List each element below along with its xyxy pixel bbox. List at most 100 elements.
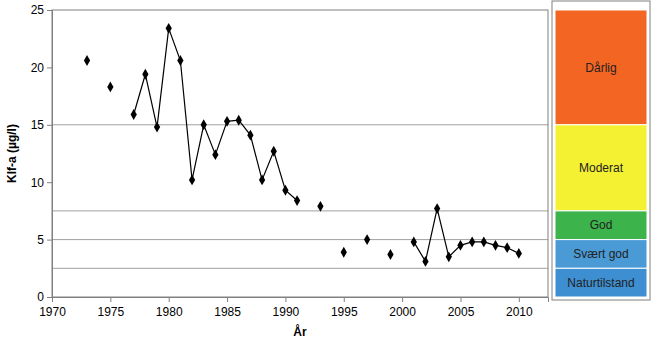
x-tick: 1980 bbox=[156, 297, 183, 319]
y-tick-mark bbox=[47, 67, 52, 68]
chart: 1970 1975 1980 1985 1990 1995 2000 2005 2010 0 5 10… bbox=[0, 0, 652, 346]
data-point bbox=[446, 251, 452, 262]
data-point bbox=[457, 240, 463, 251]
x-tick-label: 2000 bbox=[389, 305, 416, 319]
x-axis-line bbox=[53, 298, 549, 303]
x-tick: 2005 bbox=[448, 297, 475, 319]
y-tick: 5 bbox=[37, 233, 52, 247]
x-tick-label: 1995 bbox=[331, 305, 358, 319]
class-band bbox=[555, 125, 647, 211]
y-axis-line bbox=[47, 11, 53, 298]
x-tick: 1975 bbox=[98, 297, 125, 319]
y-tick-label: 20 bbox=[31, 61, 45, 75]
data-point bbox=[504, 242, 510, 253]
x-tick-label: 1970 bbox=[39, 305, 66, 319]
data-point bbox=[422, 256, 428, 267]
data-point bbox=[189, 174, 195, 185]
x-tick-label: 1990 bbox=[273, 305, 300, 319]
y-axis-title: Klf-a (µg/l) bbox=[5, 124, 19, 183]
y-tick-label: 25 bbox=[31, 3, 45, 17]
x-tick-label: 2010 bbox=[506, 305, 533, 319]
x-tick-mark bbox=[110, 297, 111, 302]
y-tick-mark bbox=[47, 125, 52, 126]
data-point bbox=[166, 23, 172, 34]
x-tick-mark bbox=[519, 297, 520, 302]
y-tick-mark bbox=[47, 297, 52, 298]
x-tick-label: 1980 bbox=[156, 305, 183, 319]
x-tick-mark bbox=[402, 297, 403, 302]
x-tick: 2000 bbox=[389, 297, 416, 319]
y-tick-label: 5 bbox=[37, 233, 44, 247]
x-tick-mark bbox=[227, 297, 228, 302]
data-point bbox=[294, 195, 300, 206]
class-band bbox=[555, 268, 647, 297]
x-tick: 1990 bbox=[273, 297, 300, 319]
y-tick-mark bbox=[47, 182, 52, 183]
data-point bbox=[469, 236, 475, 247]
y-tick: 20 bbox=[31, 61, 52, 75]
x-tick-mark bbox=[460, 297, 461, 302]
y-tick-label: 0 bbox=[37, 290, 44, 304]
data-point bbox=[282, 185, 288, 196]
x-axis: 1970 1975 1980 1985 1990 1995 2000 2005 2010 bbox=[39, 297, 548, 319]
data-point bbox=[107, 81, 113, 92]
x-tick: 1995 bbox=[331, 297, 358, 319]
data-group bbox=[84, 23, 522, 267]
data-point bbox=[259, 174, 265, 185]
data-point bbox=[516, 248, 522, 259]
data-point bbox=[131, 109, 137, 120]
data-point bbox=[434, 203, 440, 214]
data-point bbox=[142, 69, 148, 80]
data-point bbox=[341, 247, 347, 258]
data-point bbox=[247, 130, 253, 141]
x-axis-title: År bbox=[293, 324, 307, 339]
data-point bbox=[201, 119, 207, 130]
x-tick-label: 2005 bbox=[448, 305, 475, 319]
x-tick-label: 1985 bbox=[214, 305, 241, 319]
x-tick-label: 1975 bbox=[98, 305, 125, 319]
panel-frame bbox=[552, 1, 650, 300]
y-tick-mark bbox=[47, 240, 52, 241]
data-point bbox=[224, 116, 230, 127]
x-tick-mark bbox=[285, 297, 286, 302]
boundary-line bbox=[52, 124, 548, 125]
class-panel: Dårlig Moderat God Svært god Naturtilstand bbox=[552, 1, 650, 300]
y-tick: 0 bbox=[37, 290, 52, 304]
data-point bbox=[271, 146, 277, 157]
y-tick: 15 bbox=[31, 118, 52, 132]
plot-frame bbox=[52, 10, 548, 297]
class-label: Dårlig bbox=[585, 61, 616, 75]
y-tick-label: 15 bbox=[31, 118, 45, 132]
y-axis: 0 5 10 15 20 25 bbox=[31, 3, 53, 304]
data-point bbox=[481, 236, 487, 247]
class-label: Naturtilstand bbox=[567, 276, 634, 290]
class-band bbox=[555, 211, 647, 240]
data-point bbox=[387, 249, 393, 260]
data-point bbox=[492, 240, 498, 251]
data-point bbox=[236, 115, 242, 126]
data-point bbox=[411, 236, 417, 247]
boundary-line bbox=[52, 268, 548, 269]
y-tick: 10 bbox=[31, 176, 52, 190]
boundary-line bbox=[52, 210, 548, 211]
data-point bbox=[177, 55, 183, 66]
class-label: Moderat bbox=[579, 161, 624, 175]
x-tick: 2010 bbox=[506, 297, 533, 319]
data-line bbox=[87, 28, 519, 261]
data-point bbox=[154, 122, 160, 133]
x-tick-mark bbox=[169, 297, 170, 302]
y-tick: 25 bbox=[31, 3, 52, 17]
class-band bbox=[555, 10, 647, 125]
data-point bbox=[84, 55, 90, 66]
data-point bbox=[364, 234, 370, 245]
y-tick-label: 10 bbox=[31, 176, 45, 190]
y-tick-mark bbox=[47, 10, 52, 11]
class-label: Svært god bbox=[573, 247, 628, 261]
x-tick: 1985 bbox=[214, 297, 241, 319]
data-point bbox=[212, 149, 218, 160]
data-point bbox=[317, 201, 323, 212]
x-tick-mark bbox=[344, 297, 345, 302]
class-label: God bbox=[590, 218, 613, 232]
class-boundaries bbox=[52, 125, 548, 268]
class-band bbox=[555, 240, 647, 269]
